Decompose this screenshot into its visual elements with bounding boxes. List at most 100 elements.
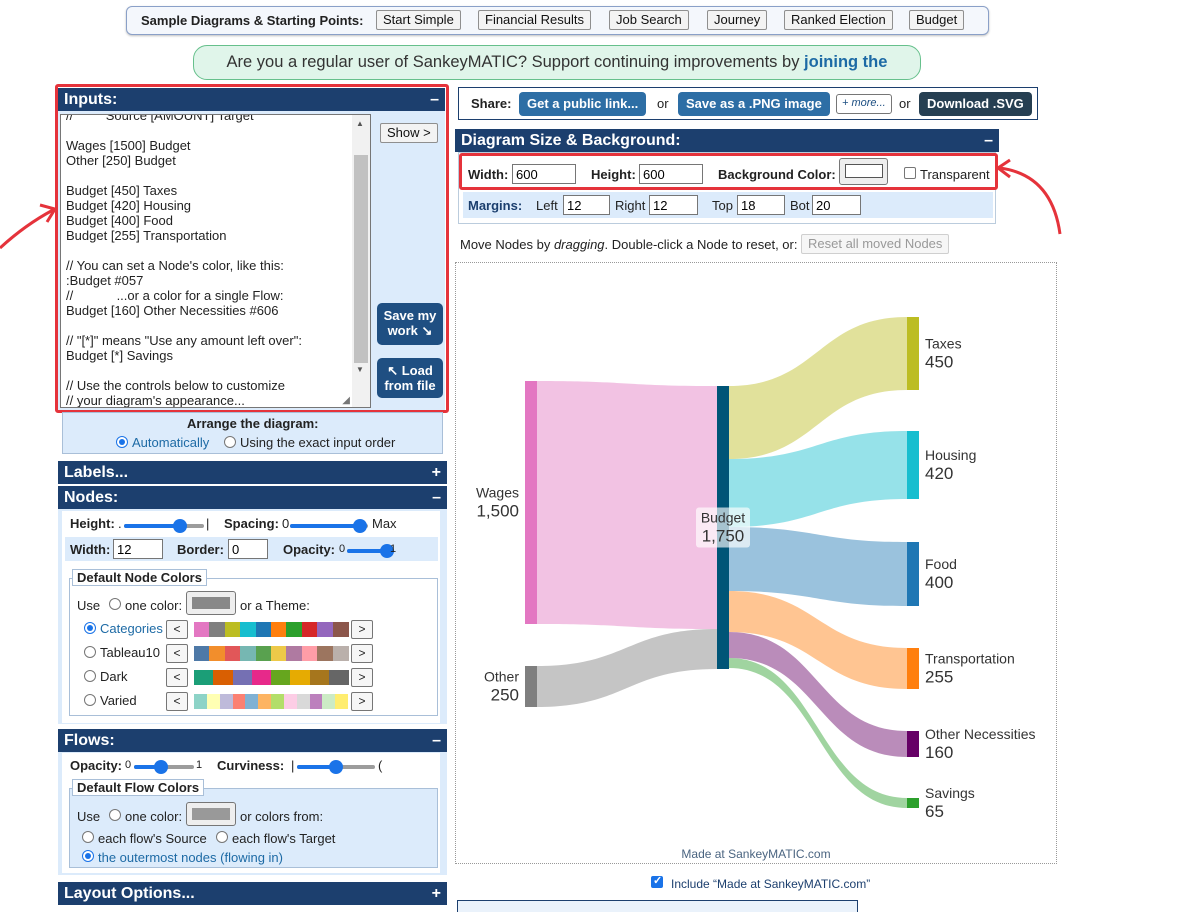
- theme-next-button[interactable]: >: [351, 620, 373, 639]
- diagram-height-input[interactable]: [639, 164, 703, 184]
- margin-bot-input[interactable]: [812, 195, 861, 215]
- margin-top-label: Top: [712, 198, 733, 213]
- arrange-auto-radio[interactable]: [116, 436, 128, 448]
- theme-prev-button[interactable]: <: [166, 620, 188, 639]
- node-other-necessities[interactable]: [907, 731, 919, 757]
- collapse-icon[interactable]: –: [984, 132, 993, 149]
- show-button[interactable]: Show >: [380, 123, 438, 143]
- include-credit-label[interactable]: Include “Made at SankeyMATIC.com”: [671, 877, 871, 891]
- node-color-picker[interactable]: [186, 591, 236, 615]
- flow-outermost-radio[interactable]: [82, 850, 94, 862]
- scroll-down-icon[interactable]: ▼: [356, 365, 364, 374]
- theme-label[interactable]: Dark: [100, 669, 128, 684]
- flow-color-picker[interactable]: [186, 802, 236, 826]
- node-one-color-label[interactable]: one color:: [125, 598, 183, 613]
- theme-radio-tableau10[interactable]: [84, 646, 96, 658]
- theme-next-button[interactable]: >: [351, 644, 373, 663]
- sample-financial-results-button[interactable]: Financial Results: [478, 10, 591, 30]
- expand-icon[interactable]: +: [431, 885, 441, 902]
- node-one-color-radio[interactable]: [109, 598, 121, 610]
- flow-outermost-label[interactable]: the outermost nodes (flowing in): [98, 850, 283, 865]
- sample-budget-button[interactable]: Budget: [909, 10, 965, 30]
- flow-source-label[interactable]: each flow's Source: [98, 831, 207, 846]
- flow-budget-transportation[interactable]: [729, 591, 907, 689]
- inputs-panel-header[interactable]: Inputs: –: [58, 88, 445, 111]
- node-height-slider[interactable]: [124, 519, 204, 533]
- flows-panel-header[interactable]: Flows: –: [58, 729, 447, 752]
- node-food[interactable]: [907, 542, 919, 606]
- theme-prev-button[interactable]: <: [166, 644, 188, 663]
- reset-moved-nodes-button[interactable]: Reset all moved Nodes: [801, 234, 950, 254]
- theme-label[interactable]: Categories: [100, 621, 163, 636]
- arrange-auto-label[interactable]: Automatically: [132, 435, 210, 450]
- node-housing[interactable]: [907, 431, 919, 499]
- transparent-checkbox[interactable]: [904, 167, 916, 179]
- load-from-file-button[interactable]: ↖ Load from file: [377, 358, 443, 398]
- scrollbar-thumb[interactable]: [354, 155, 368, 363]
- collapse-icon[interactable]: –: [432, 489, 441, 506]
- nodes-panel-header[interactable]: Nodes: –: [58, 486, 447, 509]
- save-png-button[interactable]: Save as a .PNG image: [678, 92, 830, 116]
- theme-prev-button[interactable]: <: [166, 668, 188, 687]
- node-opacity-slider[interactable]: [347, 544, 394, 558]
- theme-label[interactable]: Tableau10: [100, 645, 160, 660]
- theme-prev-button[interactable]: <: [166, 692, 188, 711]
- flow-budget-food[interactable]: [729, 527, 907, 606]
- include-credit-checkbox[interactable]: [651, 874, 663, 888]
- flow-source-radio[interactable]: [82, 831, 94, 843]
- public-link-button[interactable]: Get a public link...: [519, 92, 647, 116]
- margin-left-input[interactable]: [563, 195, 610, 215]
- flow-target-radio[interactable]: [216, 831, 228, 843]
- size-panel-header[interactable]: Diagram Size & Background: –: [455, 129, 999, 152]
- node-wages[interactable]: [525, 381, 537, 624]
- flow-target-label[interactable]: each flow's Target: [232, 831, 336, 846]
- theme-next-button[interactable]: >: [351, 692, 373, 711]
- node-taxes[interactable]: [907, 317, 919, 390]
- node-spacing-slider[interactable]: [290, 519, 368, 533]
- margin-top-input[interactable]: [737, 195, 785, 215]
- arrange-exact-label[interactable]: Using the exact input order: [240, 435, 396, 450]
- resize-grip-icon[interactable]: ◢: [342, 395, 350, 406]
- flow-opacity-slider[interactable]: [134, 760, 194, 774]
- collapse-icon[interactable]: –: [432, 732, 441, 749]
- transparent-label[interactable]: Transparent: [920, 167, 990, 182]
- scroll-up-icon[interactable]: ▲: [356, 119, 364, 128]
- layout-panel-header[interactable]: Layout Options... +: [58, 882, 447, 905]
- arrange-exact-radio[interactable]: [224, 436, 236, 448]
- flow-one-color-label[interactable]: one color:: [125, 809, 183, 824]
- node-width-input[interactable]: [113, 539, 163, 559]
- background-color-picker[interactable]: [839, 158, 888, 185]
- theme-radio-categories[interactable]: [84, 622, 96, 634]
- node-transportation[interactable]: [907, 648, 919, 689]
- download-svg-button[interactable]: Download .SVG: [919, 92, 1032, 116]
- inputs-textarea[interactable]: // Source [AMOUNT] Target Wages [1500] B…: [60, 114, 371, 408]
- move-nodes-hint: Move Nodes by dragging. Double-click a N…: [460, 237, 797, 252]
- flow-other-budget[interactable]: [537, 629, 717, 707]
- sample-job-search-button[interactable]: Job Search: [609, 10, 689, 30]
- margin-right-input[interactable]: [649, 195, 698, 215]
- theme-radio-dark[interactable]: [84, 670, 96, 682]
- flow-budget-taxes[interactable]: [729, 317, 907, 459]
- collapse-icon[interactable]: –: [430, 91, 439, 108]
- flow-one-color-radio[interactable]: [109, 809, 121, 821]
- theme-label[interactable]: Varied: [100, 693, 137, 708]
- sample-ranked-election-button[interactable]: Ranked Election: [784, 10, 893, 30]
- node-border-input[interactable]: [228, 539, 268, 559]
- textarea-scrollbar[interactable]: ▲ ▼: [352, 115, 370, 407]
- node-other[interactable]: [525, 666, 537, 707]
- labels-panel-header[interactable]: Labels... +: [58, 461, 447, 484]
- theme-next-button[interactable]: >: [351, 668, 373, 687]
- flow-curviness-slider[interactable]: [297, 760, 375, 774]
- sample-journey-button[interactable]: Journey: [707, 10, 768, 30]
- flow-wages-budget[interactable]: [537, 381, 717, 629]
- diagram-width-input[interactable]: [512, 164, 576, 184]
- theme-radio-varied[interactable]: [84, 694, 96, 706]
- more-export-button[interactable]: + more...: [836, 94, 892, 114]
- flow-budget-savings[interactable]: [729, 658, 907, 808]
- node-savings[interactable]: [907, 798, 919, 808]
- save-my-work-button[interactable]: Save my work ↘: [377, 303, 443, 345]
- expand-icon[interactable]: +: [431, 464, 441, 481]
- flow-budget-other-necessities[interactable]: [729, 632, 907, 757]
- flow-budget-housing[interactable]: [729, 431, 907, 527]
- sample-start-simple-button[interactable]: Start Simple: [376, 10, 461, 30]
